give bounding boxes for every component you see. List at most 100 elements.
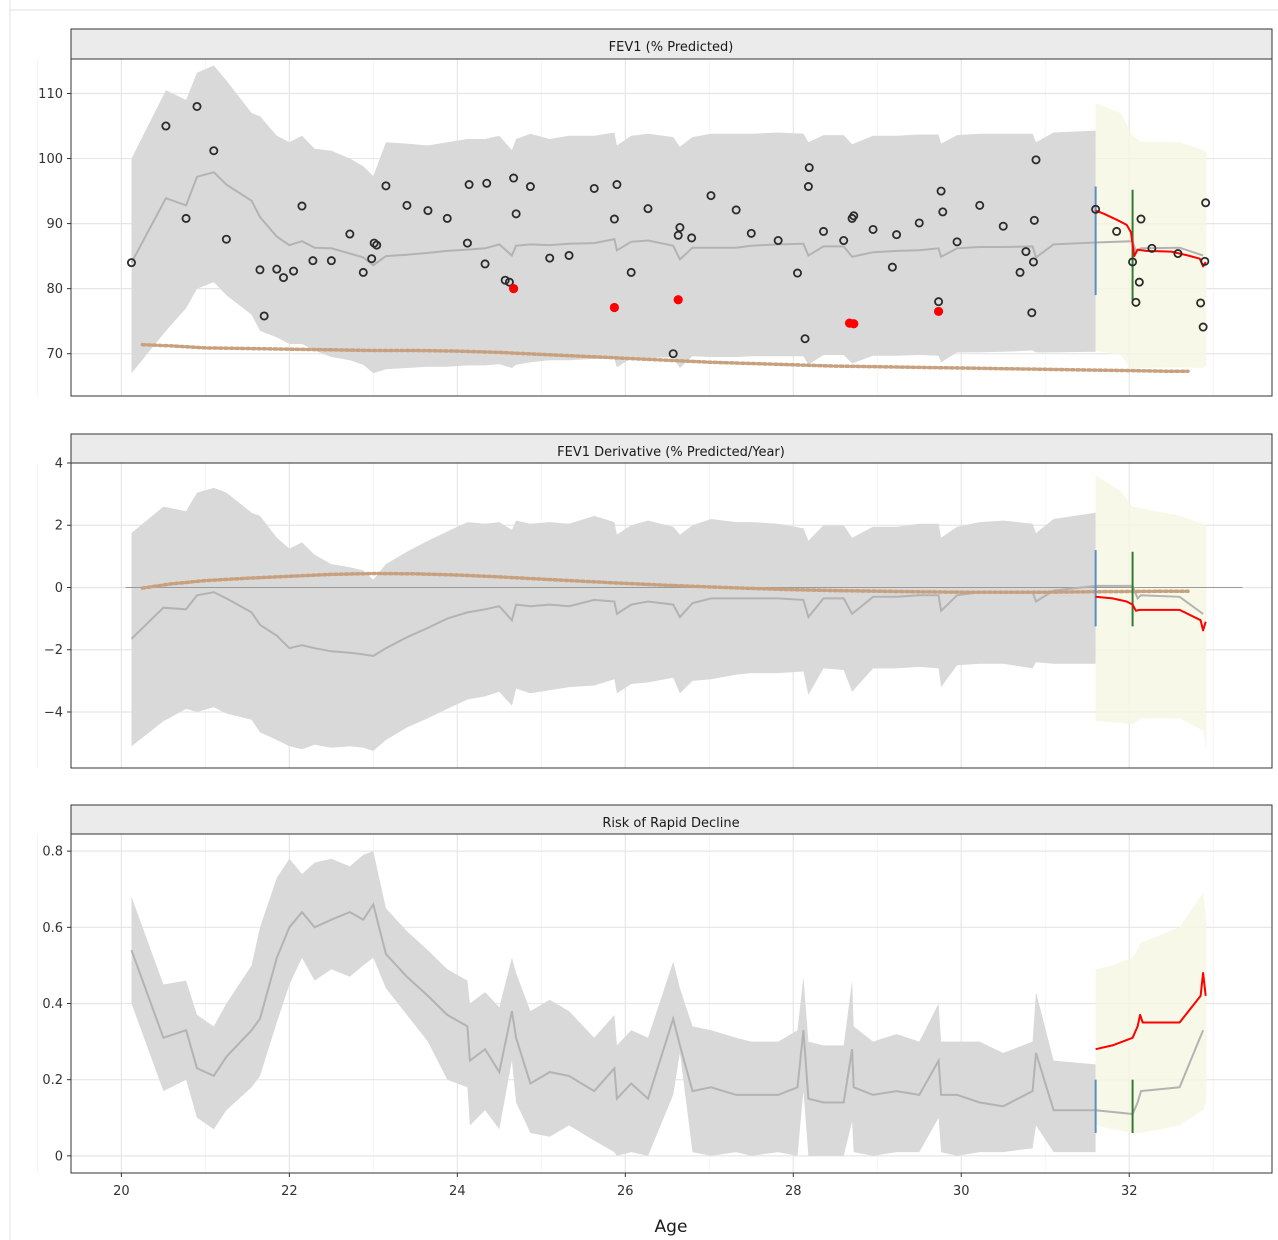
forecast-line bbox=[1095, 209, 1207, 268]
observation-point bbox=[278, 273, 288, 283]
panel-derivative: 4 2 0 −2 −4 FEV1 Derivative (% Predicted/Yea… bbox=[37, 433, 1273, 769]
forecast-band bbox=[1095, 103, 1207, 372]
highlighted-point bbox=[609, 302, 619, 313]
observation-point bbox=[773, 236, 783, 246]
observation-point bbox=[423, 206, 433, 216]
y-tick-label: 0.4 bbox=[42, 997, 63, 1012]
observation-point bbox=[731, 205, 741, 215]
observation-point bbox=[504, 277, 514, 287]
y-tick-label: 0 bbox=[55, 1149, 63, 1164]
y-tick-label: 2 bbox=[55, 519, 63, 534]
observation-point bbox=[589, 183, 599, 193]
observation-point bbox=[545, 253, 555, 263]
highlighted-point bbox=[933, 306, 944, 317]
y-tick-label: 0.2 bbox=[42, 1073, 63, 1088]
observation-point bbox=[934, 297, 944, 307]
observation-point bbox=[358, 267, 368, 277]
y-tick-label: 4 bbox=[55, 457, 63, 472]
observation-point bbox=[500, 275, 510, 285]
observation-point bbox=[609, 214, 619, 224]
observation-point bbox=[1091, 204, 1101, 214]
observation-point bbox=[938, 207, 948, 217]
forecast-line bbox=[1095, 595, 1207, 632]
observation-point bbox=[819, 226, 829, 236]
observation-point bbox=[668, 349, 678, 359]
observation-point bbox=[1029, 215, 1039, 225]
forecast-band bbox=[1095, 475, 1207, 751]
observation-point bbox=[673, 230, 683, 240]
observation-point bbox=[464, 180, 474, 190]
observation-point bbox=[626, 267, 636, 277]
observation-point bbox=[1136, 214, 1146, 224]
observation-point bbox=[1196, 298, 1206, 308]
observation-point bbox=[259, 311, 269, 321]
panel-fev1-plot: 70 80 90 100 110 bbox=[37, 28, 1273, 397]
plot-content bbox=[125, 475, 1243, 751]
observation-point bbox=[849, 211, 859, 221]
x-tick-label: 32 bbox=[1121, 1184, 1138, 1199]
observation-point bbox=[1128, 257, 1138, 267]
observation-point bbox=[308, 256, 318, 266]
panel-risk: 0 0.2 0.4 0.6 0.8 Risk of Rapid Decline bbox=[37, 804, 1273, 1174]
observation-point bbox=[1021, 247, 1031, 257]
observation-point bbox=[442, 213, 452, 223]
observation-point bbox=[221, 234, 231, 244]
plot-border bbox=[70, 833, 1273, 1174]
observation-point bbox=[272, 264, 282, 274]
y-tick-label: 110 bbox=[38, 87, 63, 102]
observation-point bbox=[255, 265, 265, 275]
observation-point bbox=[126, 258, 136, 268]
observation-point bbox=[326, 256, 336, 266]
observation-point bbox=[887, 262, 897, 272]
observation-point bbox=[525, 182, 535, 192]
observation-point bbox=[345, 229, 355, 239]
x-axis-title: Age bbox=[655, 1217, 688, 1237]
x-tick-label: 28 bbox=[785, 1184, 802, 1199]
confidence-band bbox=[131, 851, 1096, 1156]
observation-point bbox=[868, 224, 878, 234]
observation-point bbox=[367, 254, 377, 264]
y-tick-label: −2 bbox=[44, 643, 63, 658]
observation-point bbox=[509, 173, 519, 183]
y-tick-label: 90 bbox=[46, 217, 63, 232]
panel-derivative-title: FEV1 Derivative (% Predicted/Year) bbox=[557, 445, 785, 460]
reference-line bbox=[140, 342, 1190, 374]
observation-point bbox=[936, 186, 946, 196]
plot-content bbox=[130, 851, 1207, 1156]
y-tick-label: 0.8 bbox=[42, 845, 63, 860]
observation-point bbox=[675, 222, 685, 232]
highlighted-point bbox=[509, 284, 519, 294]
observation-point bbox=[1200, 256, 1210, 266]
x-tick-label: 24 bbox=[449, 1184, 466, 1199]
observation-point bbox=[1134, 277, 1144, 287]
reference-line bbox=[140, 571, 1190, 594]
observation-point bbox=[746, 228, 756, 238]
observation-point bbox=[998, 221, 1008, 231]
observation-point bbox=[192, 101, 202, 111]
observation-point bbox=[952, 237, 962, 247]
observation-point bbox=[209, 146, 219, 156]
observation-point bbox=[482, 178, 492, 188]
y-tick-label: 80 bbox=[46, 282, 63, 297]
observation-point bbox=[975, 200, 985, 210]
forecast-line bbox=[1095, 972, 1207, 1051]
x-tick-label: 30 bbox=[953, 1184, 970, 1199]
observation-point bbox=[1147, 243, 1157, 253]
observation-point bbox=[792, 268, 802, 278]
observation-point bbox=[1028, 257, 1038, 267]
observation-point bbox=[612, 180, 622, 190]
panel-fev1: 70 80 90 100 110 FEV1 (% Predicted) bbox=[37, 28, 1273, 397]
y-tick-label: 100 bbox=[38, 152, 63, 167]
observation-point bbox=[480, 259, 490, 269]
x-tick-label: 26 bbox=[617, 1184, 634, 1199]
y-tick-label: −4 bbox=[44, 705, 63, 720]
panel-risk-title: Risk of Rapid Decline bbox=[602, 816, 739, 831]
observation-point bbox=[804, 163, 814, 173]
observation-point bbox=[803, 182, 813, 192]
observation-point bbox=[1201, 198, 1211, 208]
x-tick-label: 20 bbox=[113, 1184, 130, 1199]
observation-point bbox=[289, 266, 299, 276]
y-tick-label: 0 bbox=[55, 581, 63, 596]
observation-point bbox=[914, 218, 924, 228]
observation-point bbox=[1112, 226, 1122, 236]
